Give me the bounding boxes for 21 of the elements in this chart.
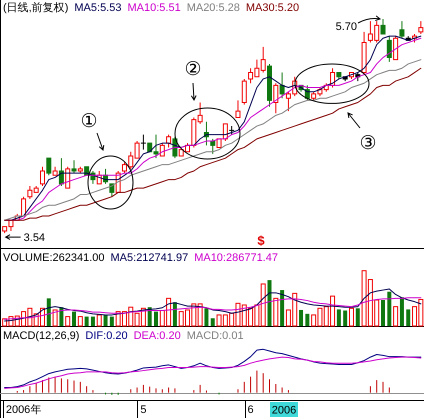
- annotation: $: [257, 233, 266, 248]
- x-tick-label: 5: [140, 404, 146, 416]
- annotation: ①: [80, 110, 98, 132]
- text: MA20:5.28: [186, 2, 240, 14]
- text: MA5:5.53: [74, 2, 122, 14]
- annotation: 3.54: [24, 232, 46, 244]
- text: MA5:212741.97: [110, 252, 188, 264]
- x-tick-label: 2006年: [6, 404, 42, 416]
- text: DEA:0.20: [134, 330, 181, 342]
- annotation: ②: [184, 58, 202, 80]
- annotation: 5.70: [336, 21, 358, 33]
- chart-title: VOLUME:262341.00: [3, 252, 105, 264]
- text: MA10:5.51: [127, 2, 181, 14]
- text: DIF:0.20: [85, 330, 128, 342]
- chart-title: (日线,前复权): [3, 1, 68, 14]
- text: MA30:5.20: [246, 2, 300, 14]
- text: MACD:0.01: [186, 330, 244, 342]
- x-tick-label: 6: [248, 404, 254, 416]
- text: MA10:286771.47: [194, 252, 278, 264]
- annotation: ③: [359, 132, 377, 154]
- chart-title: MACD(12,26,9): [3, 330, 80, 342]
